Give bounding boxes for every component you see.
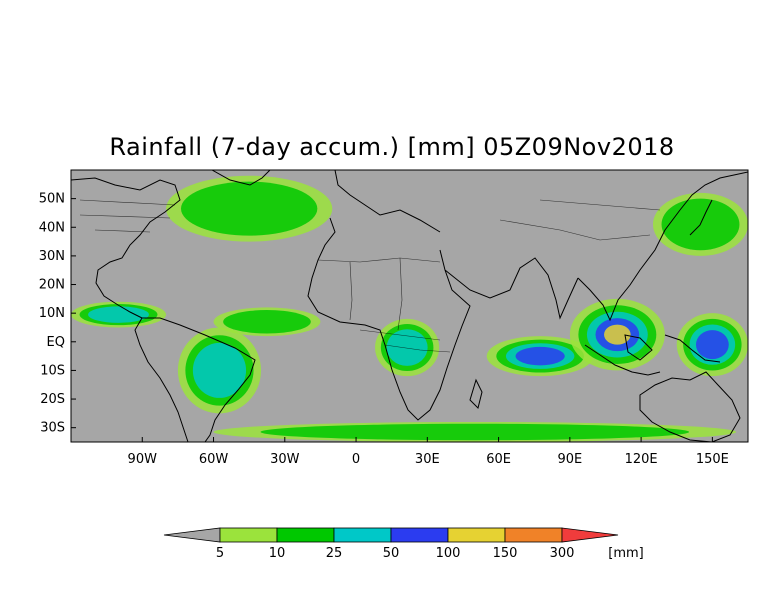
colorbar-swatch: [220, 528, 277, 542]
lat-label: 30N: [39, 249, 65, 264]
rain-level-2: [261, 424, 690, 440]
colorbar: 5 10 25 50 100 150 300 [mm]: [164, 528, 644, 561]
colorbar-unit: [mm]: [608, 546, 643, 561]
rain-region: [570, 299, 665, 371]
lat-label: 30S: [40, 421, 65, 436]
rain-level-3: [88, 306, 149, 322]
colorbar-swatch: [448, 528, 505, 542]
lon-label: 90E: [557, 452, 582, 467]
lat-label: 20N: [39, 278, 65, 293]
lat-label: 10N: [39, 306, 65, 321]
lon-label: 60E: [486, 452, 511, 467]
colorbar-swatch: [391, 528, 448, 542]
latitude-axis: 50N 40N 30N 20N 10N EQ 10S 20S 30S: [39, 192, 76, 436]
colorbar-swatch: [505, 528, 562, 542]
colorbar-swatch: [277, 528, 334, 542]
colorbar-label: 150: [493, 546, 518, 561]
lon-label: 90W: [128, 452, 158, 467]
rain-level-2: [181, 182, 317, 236]
lon-label: 0: [352, 452, 360, 467]
lon-label: 150E: [696, 452, 729, 467]
lon-label: 30W: [270, 452, 300, 467]
colorbar-swatch: [334, 528, 391, 542]
colorbar-label: 50: [383, 546, 400, 561]
colorbar-max-triangle: [562, 528, 618, 542]
lon-label: 30E: [415, 452, 440, 467]
rain-level-2: [223, 310, 311, 333]
colorbar-label: 5: [216, 546, 224, 561]
rain-level-4: [696, 330, 729, 359]
rain-region: [178, 327, 261, 413]
lat-label: 40N: [39, 220, 65, 235]
rain-region: [375, 319, 439, 376]
lon-label: 60W: [199, 452, 229, 467]
colorbar-label: 100: [436, 546, 461, 561]
colorbar-label: 10: [269, 546, 286, 561]
colorbar-label: 300: [550, 546, 575, 561]
colorbar-label: 25: [326, 546, 343, 561]
rain-level-4: [516, 347, 565, 365]
colorbar-min-triangle: [164, 528, 220, 542]
rain-region: [677, 313, 748, 376]
lat-label: 20S: [40, 392, 65, 407]
rain-level-3: [387, 329, 428, 366]
lat-label: EQ: [47, 335, 65, 350]
lat-label: 10S: [40, 363, 65, 378]
lat-label: 50N: [39, 192, 65, 207]
rain-region: [166, 176, 332, 242]
lon-label: 120E: [625, 452, 658, 467]
